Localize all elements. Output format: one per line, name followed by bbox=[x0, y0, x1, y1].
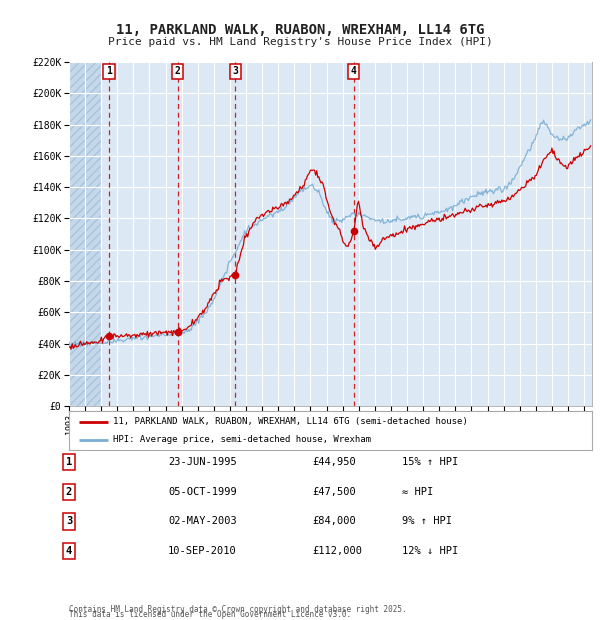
Text: 3: 3 bbox=[66, 516, 72, 526]
Text: 15% ↑ HPI: 15% ↑ HPI bbox=[402, 457, 458, 467]
Text: 3: 3 bbox=[232, 66, 238, 76]
Text: Price paid vs. HM Land Registry's House Price Index (HPI): Price paid vs. HM Land Registry's House … bbox=[107, 37, 493, 46]
Text: 10-SEP-2010: 10-SEP-2010 bbox=[168, 546, 237, 556]
Text: Contains HM Land Registry data © Crown copyright and database right 2025.: Contains HM Land Registry data © Crown c… bbox=[69, 604, 407, 614]
Text: HPI: Average price, semi-detached house, Wrexham: HPI: Average price, semi-detached house,… bbox=[113, 435, 371, 444]
Text: £112,000: £112,000 bbox=[312, 546, 362, 556]
Text: £84,000: £84,000 bbox=[312, 516, 356, 526]
Text: 11, PARKLAND WALK, RUABON, WREXHAM, LL14 6TG (semi-detached house): 11, PARKLAND WALK, RUABON, WREXHAM, LL14… bbox=[113, 417, 468, 427]
Text: ≈ HPI: ≈ HPI bbox=[402, 487, 433, 497]
Text: 2: 2 bbox=[66, 487, 72, 497]
Text: £44,950: £44,950 bbox=[312, 457, 356, 467]
Text: 1: 1 bbox=[106, 66, 112, 76]
Text: 11, PARKLAND WALK, RUABON, WREXHAM, LL14 6TG: 11, PARKLAND WALK, RUABON, WREXHAM, LL14… bbox=[116, 23, 484, 37]
Text: 02-MAY-2003: 02-MAY-2003 bbox=[168, 516, 237, 526]
Text: 2: 2 bbox=[175, 66, 181, 76]
Text: 05-OCT-1999: 05-OCT-1999 bbox=[168, 487, 237, 497]
Text: 23-JUN-1995: 23-JUN-1995 bbox=[168, 457, 237, 467]
Text: This data is licensed under the Open Government Licence v3.0.: This data is licensed under the Open Gov… bbox=[69, 609, 351, 619]
Text: 1: 1 bbox=[66, 457, 72, 467]
Text: 12% ↓ HPI: 12% ↓ HPI bbox=[402, 546, 458, 556]
Text: £47,500: £47,500 bbox=[312, 487, 356, 497]
Bar bbox=[69, 62, 101, 406]
Text: 4: 4 bbox=[66, 546, 72, 556]
Text: 9% ↑ HPI: 9% ↑ HPI bbox=[402, 516, 452, 526]
Text: 4: 4 bbox=[351, 66, 357, 76]
